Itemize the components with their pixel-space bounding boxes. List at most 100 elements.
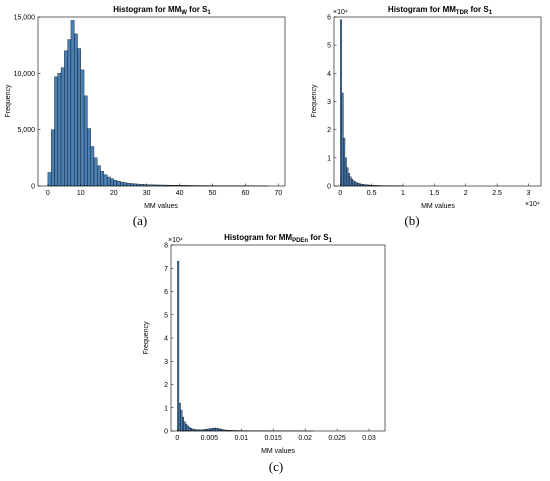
histogram-bar <box>133 183 137 187</box>
histogram-bar <box>182 416 184 432</box>
histogram-bar <box>349 176 352 187</box>
histogram-bar <box>87 128 91 187</box>
x-tick-label: 0 <box>338 190 342 197</box>
x-tick-label: 0.025 <box>328 435 346 442</box>
x-tick-label: 50 <box>209 190 217 197</box>
title-a: Histogram for MMW for S1 <box>113 5 211 16</box>
histogram-bar <box>100 171 105 187</box>
axes-box-b <box>333 16 542 187</box>
y-tick-label: 3 <box>164 359 168 366</box>
y-tick-label: 6 <box>327 15 331 22</box>
histogram-bar <box>64 50 68 187</box>
y-tick-label: 10,000 <box>14 71 36 78</box>
histogram-bar <box>344 157 347 187</box>
histogram-bar <box>116 181 121 187</box>
histogram-bar <box>126 183 131 187</box>
title-c: Histogram for MMPDEn for S1 <box>224 233 332 244</box>
y-tick-label: 6 <box>164 289 168 296</box>
x-tick-label: 1 <box>401 190 405 197</box>
histogram-bar <box>191 428 194 432</box>
histogram-bar <box>106 176 111 187</box>
x-tick-label: 0.02 <box>298 435 312 442</box>
histogram-bar <box>54 76 58 187</box>
histogram-bar <box>60 67 65 187</box>
histogram-bar <box>357 183 360 187</box>
histogram-bar <box>183 421 186 432</box>
histogram-bar <box>180 409 183 432</box>
xticks-a: 0 10 20 30 40 50 60 70 <box>46 183 283 197</box>
histogram-bar <box>355 182 358 187</box>
histogram-bar <box>189 428 192 432</box>
x-tick-label: 10 <box>77 190 85 197</box>
histogram-bar <box>77 48 81 187</box>
histogram-bar <box>113 179 118 187</box>
histogram-bar <box>123 182 128 187</box>
histogram-bar <box>343 137 346 187</box>
x-tick-label: 2.5 <box>492 190 502 197</box>
x-tick-label: 1.5 <box>429 190 439 197</box>
y-tick-label: 5 <box>164 312 168 319</box>
histogram-bar <box>351 178 353 187</box>
exponent-x-b: ×10⁴ <box>525 201 540 208</box>
x-tick-label: 30 <box>143 190 151 197</box>
exponent-y-b: ×10⁴ <box>333 9 348 16</box>
ylabel-b: Frequency <box>311 84 318 118</box>
y-tick-label: 0 <box>164 429 168 436</box>
xlabel-b: MM values <box>421 203 455 210</box>
histogram-bar <box>185 423 188 432</box>
axes-box-c <box>170 244 386 432</box>
histogram-bar <box>70 20 75 187</box>
y-tick-label: 4 <box>327 71 331 78</box>
histogram-bar <box>347 173 350 187</box>
histogram-bar <box>188 427 191 432</box>
x-tick-label: 0.005 <box>201 435 219 442</box>
histogram-bar <box>93 157 98 187</box>
panel-b: Histogram for MMTDR for S1 0 1 2 3 4 5 6 0 0.5 1… <box>311 5 542 228</box>
histogram-bar <box>120 181 124 187</box>
yticks-a: 0 5,000 10,000 15,000 <box>14 15 41 191</box>
histogram-bar <box>47 172 52 187</box>
histogram-bar <box>67 39 72 187</box>
x-tick-label: 70 <box>275 190 283 197</box>
xticks-c: 0 0.005 0.01 0.015 0.02 0.025 0.03 <box>175 428 376 442</box>
panel-caption-a: (a) <box>133 213 147 228</box>
histogram-bar <box>186 425 189 432</box>
x-tick-label: 60 <box>242 190 250 197</box>
bars-c <box>177 261 314 432</box>
histogram-bar <box>354 181 357 187</box>
histogram-bar <box>340 19 343 187</box>
histogram-bar <box>178 402 181 432</box>
y-tick-label: 4 <box>164 336 168 343</box>
y-tick-label: 0 <box>31 184 35 191</box>
y-tick-label: 8 <box>164 243 168 250</box>
histogram-bar <box>90 146 95 187</box>
x-tick-label: 3 <box>527 190 531 197</box>
histogram-bar <box>50 129 55 187</box>
histogram-bar <box>341 92 344 187</box>
x-tick-label: 0 <box>46 190 50 197</box>
y-tick-label: 2 <box>327 127 331 134</box>
title-b: Histogram for MMTDR for S1 <box>388 5 493 16</box>
histogram-bar <box>212 428 215 432</box>
y-tick-label: 5,000 <box>17 127 35 134</box>
axes-box-a <box>37 16 286 187</box>
y-tick-label: 0 <box>327 184 331 191</box>
exponent-y-c: ×10⁴ <box>168 237 183 244</box>
bars-b <box>340 19 404 187</box>
y-tick-label: 1 <box>327 155 331 162</box>
x-tick-label: 2 <box>464 190 468 197</box>
yticks-c: 0 1 2 3 4 5 6 7 8 <box>164 243 174 436</box>
histogram-bar <box>215 428 218 432</box>
histogram-bar <box>217 428 220 432</box>
xlabel-c: MM values <box>261 448 295 455</box>
x-tick-label: 0.5 <box>367 190 377 197</box>
x-tick-label: 20 <box>110 190 118 197</box>
histogram-bar <box>177 261 180 432</box>
x-tick-label: 0.015 <box>264 435 282 442</box>
histogram-bar <box>74 33 78 187</box>
histogram-bar <box>346 167 349 187</box>
panel-caption-c: (c) <box>269 459 283 474</box>
x-tick-label: 0.03 <box>362 435 376 442</box>
histogram-bar <box>103 174 108 187</box>
